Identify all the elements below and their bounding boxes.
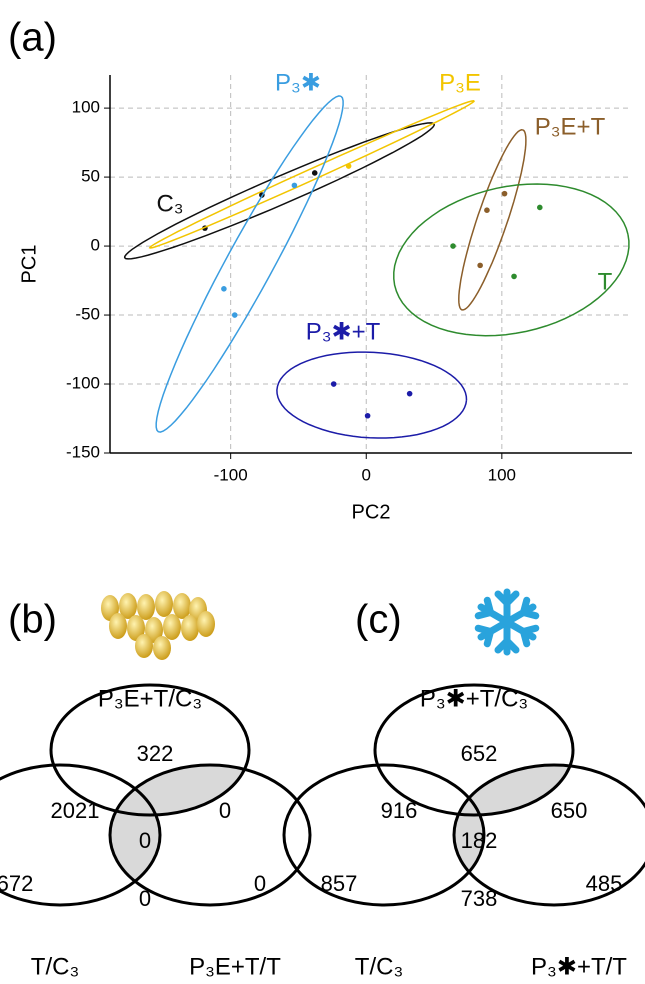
set-label: T/C₃ <box>31 953 79 980</box>
series-label: P₃E <box>439 69 481 96</box>
panel-label: (c) <box>355 598 402 642</box>
region-count: 322 <box>137 741 174 766</box>
data-point <box>292 183 298 189</box>
confidence-ellipse <box>156 96 343 432</box>
series-label: P₃✱ <box>275 69 321 96</box>
data-point <box>502 191 508 197</box>
data-point <box>450 243 456 249</box>
region-count: 857 <box>321 871 358 896</box>
y-tick-label: -150 <box>66 442 100 461</box>
data-point <box>477 263 483 269</box>
panel-label: (b) <box>8 598 57 642</box>
region-count: 0 <box>139 828 151 853</box>
region-count: 2021 <box>51 798 100 823</box>
y-tick-label: 100 <box>72 98 100 117</box>
y-tick-label: 0 <box>91 236 100 255</box>
x-tick-label: 100 <box>488 465 516 484</box>
data-point <box>511 274 517 280</box>
set-label: P₃E+T/T <box>189 953 281 980</box>
data-point <box>484 207 490 213</box>
data-point <box>331 381 337 387</box>
region-count: 182 <box>461 828 498 853</box>
snowflake-icon <box>477 592 538 652</box>
region-count: 738 <box>461 886 498 911</box>
series-label: C₃ <box>156 190 183 217</box>
series-label: P₃✱+T <box>306 318 381 345</box>
x-axis-label: PC2 <box>352 501 391 523</box>
y-tick-label: -100 <box>66 374 100 393</box>
region-count: 916 <box>381 798 418 823</box>
data-point <box>312 170 318 176</box>
region-count: 652 <box>461 741 498 766</box>
set-label: P₃E+T/C₃ <box>98 685 202 712</box>
x-tick-label: -100 <box>214 465 248 484</box>
confidence-ellipse <box>277 352 467 438</box>
region-count: 650 <box>551 798 588 823</box>
set-label: P₃✱+T/T <box>531 953 627 980</box>
panel-label: (a) <box>8 16 57 60</box>
data-point <box>407 391 413 397</box>
figure: (a) -150 -100 -50 0 50 100 -100 0 100 PC2 PC1 C₃ P₃E P… <box>0 0 645 984</box>
x-tick-label: 0 <box>362 465 371 484</box>
y-axis-label: PC1 <box>18 245 40 284</box>
data-point <box>232 312 238 318</box>
y-tick-label: -50 <box>75 305 100 324</box>
confidence-ellipse <box>459 130 526 310</box>
region-count: 0 <box>254 871 266 896</box>
region-count: 0 <box>219 798 231 823</box>
set-label: T/C₃ <box>355 953 403 980</box>
confidence-ellipse <box>394 184 629 336</box>
series-label: T <box>598 268 613 295</box>
data-point <box>221 286 227 292</box>
region-count: 485 <box>586 871 623 896</box>
data-point <box>346 163 352 169</box>
region-count: 0 <box>139 886 151 911</box>
data-point <box>365 413 371 419</box>
data-point <box>537 205 543 211</box>
series-label: P₃E+T <box>535 113 606 140</box>
set-label: P₃✱+T/C₃ <box>420 685 528 712</box>
corn-icon <box>101 591 215 660</box>
y-tick-label: 50 <box>81 167 100 186</box>
region-count: 672 <box>0 871 33 896</box>
